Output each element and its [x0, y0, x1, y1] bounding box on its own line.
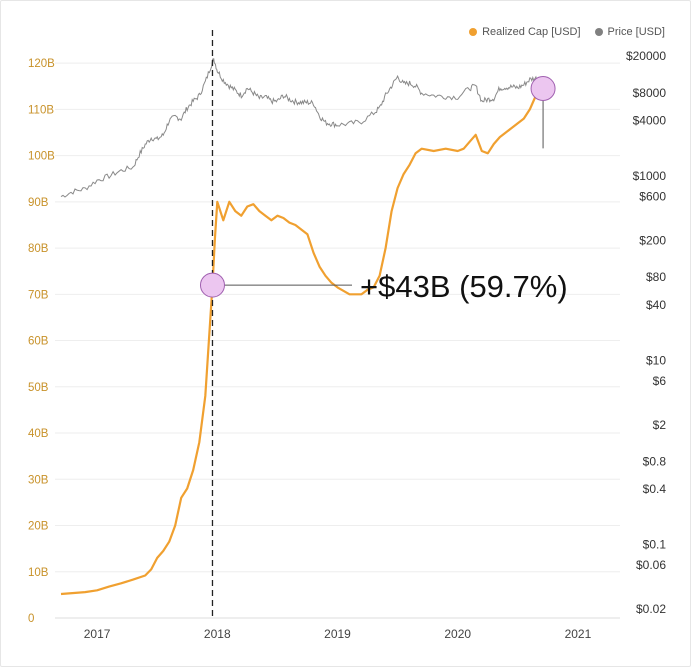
left-tick-label: 60B: [28, 336, 49, 348]
right-tick-label: $0.02: [636, 602, 666, 616]
chart-legend: Realized Cap [USD] Price [USD]: [469, 26, 665, 38]
right-tick-label: $40: [646, 298, 666, 312]
right-tick-label: $0.06: [636, 558, 666, 572]
right-tick-label: $8000: [633, 86, 667, 100]
left-tick-label: 120B: [28, 58, 55, 70]
price-series-line: [60, 58, 549, 198]
series-layer: [60, 58, 549, 596]
annotation-layer: +$43B (59.7%): [199, 30, 568, 618]
legend-dot-price: [594, 28, 603, 36]
right-tick-label: $2: [653, 418, 667, 432]
left-tick-label: 110B: [28, 104, 54, 116]
legend-item-realized-cap[interactable]: Realized Cap [USD]: [469, 26, 581, 38]
x-tick-label: 2019: [324, 627, 351, 641]
left-tick-label: 30B: [28, 474, 49, 486]
right-tick-label: $200: [639, 234, 666, 248]
left-tick-label: 90B: [28, 197, 49, 209]
x-axis: 2017 2018 2019 2020 2021: [55, 617, 620, 641]
change-annotation-label: +$43B (59.7%): [360, 269, 568, 304]
left-axis: 0 10B 20B 30B 40B 50B 60B 70B 80B 90B 100B 110B 120B: [28, 58, 55, 625]
legend-label-price: Price [USD]: [607, 26, 665, 38]
right-axis: $0.02 $0.06 $0.1 $0.4 $0.8 $2 $6 $10 $40 $80 $200 $…: [626, 49, 666, 616]
marker-end-circle: [530, 76, 556, 102]
legend-item-price[interactable]: Price [USD]: [594, 26, 665, 38]
x-tick-label: 2017: [84, 627, 111, 641]
legend-label-realized-cap: Realized Cap [USD]: [482, 26, 581, 38]
grid-layer: [55, 62, 620, 619]
right-tick-label: $0.4: [643, 482, 667, 496]
right-tick-label: $0.8: [643, 454, 667, 468]
left-tick-label: 70B: [28, 289, 49, 301]
right-tick-label: $6: [653, 374, 667, 388]
left-tick-label: 80B: [28, 243, 49, 255]
x-tick-label: 2021: [565, 627, 592, 641]
legend-dot-realized-cap: [469, 28, 478, 36]
right-tick-label: $80: [646, 270, 666, 284]
right-tick-label: $4000: [633, 114, 667, 128]
left-tick-label: 50B: [28, 382, 49, 394]
left-tick-label: 10B: [28, 567, 49, 579]
x-tick-label: 2018: [204, 627, 231, 641]
left-tick-label: 40B: [28, 428, 49, 440]
realized-cap-series-line: [60, 87, 548, 596]
x-tick-label: 2020: [444, 627, 471, 641]
left-tick-label: 0: [28, 613, 34, 625]
right-tick-label: $1000: [633, 169, 667, 183]
marker-start-circle: [199, 272, 225, 298]
left-tick-label: 20B: [28, 521, 49, 533]
right-tick-label: $10: [646, 353, 666, 367]
right-tick-label: $600: [639, 190, 666, 204]
left-tick-label: 100B: [28, 151, 55, 163]
right-tick-label: $20000: [626, 49, 666, 63]
right-tick-label: $0.1: [643, 538, 667, 552]
